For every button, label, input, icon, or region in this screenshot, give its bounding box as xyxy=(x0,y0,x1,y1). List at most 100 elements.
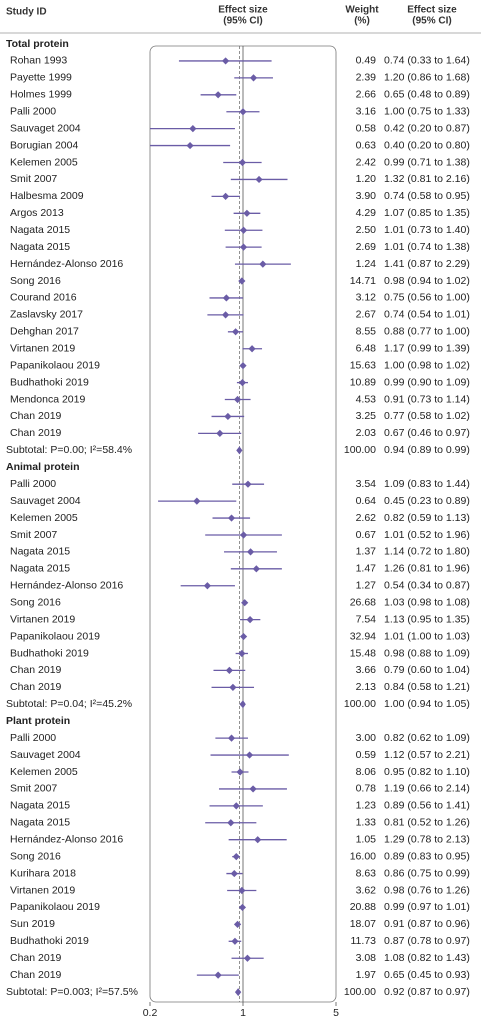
effect-label: 1.20 (0.86 to 1.68) xyxy=(384,72,470,84)
weight-label: 1.23 xyxy=(356,800,377,812)
header-weight: (%) xyxy=(354,16,370,27)
effect-label: 0.79 (0.60 to 1.04) xyxy=(384,664,470,676)
effect-label: 0.74 (0.33 to 1.64) xyxy=(384,55,470,67)
header-effect: Effect size xyxy=(407,5,457,16)
effect-marker xyxy=(222,57,230,65)
study-label: Zaslavsky 2017 xyxy=(10,309,83,321)
header-weight: Weight xyxy=(345,5,379,16)
effect-marker xyxy=(189,125,197,133)
effect-marker xyxy=(245,751,254,759)
weight-label: 3.62 xyxy=(356,884,377,896)
effect-label: 1.12 (0.57 to 2.21) xyxy=(384,749,470,761)
study-label: Song 2016 xyxy=(10,275,61,287)
effect-marker xyxy=(241,599,249,607)
study-label: Sauvaget 2004 xyxy=(10,495,81,507)
effect-label: 0.82 (0.59 to 1.13) xyxy=(384,512,470,524)
weight-label: 1.97 xyxy=(356,969,377,981)
study-label: Nagata 2015 xyxy=(10,241,70,253)
effect-label: 0.98 (0.88 to 1.09) xyxy=(384,647,470,659)
study-label: Papanikolaou 2019 xyxy=(10,359,100,371)
effect-label: 0.42 (0.20 to 0.87) xyxy=(384,122,470,134)
effect-label: 0.77 (0.58 to 1.02) xyxy=(384,410,470,422)
effect-marker xyxy=(239,362,247,370)
study-label: Virtanen 2019 xyxy=(10,884,75,896)
effect-label: 1.09 (0.83 to 1.44) xyxy=(384,478,470,490)
study-label: Virtanen 2019 xyxy=(10,613,75,625)
weight-label: 0.49 xyxy=(356,55,377,67)
effect-label: 0.99 (0.97 to 1.01) xyxy=(384,901,470,913)
effect-marker xyxy=(238,903,247,912)
study-label: Argos 2013 xyxy=(10,207,64,219)
effect-marker xyxy=(244,480,252,488)
effect-marker xyxy=(239,226,248,234)
effect-label: 1.26 (0.81 to 1.96) xyxy=(384,563,470,575)
subtotal-label: Subtotal: P=0.003; I²=57.5% xyxy=(6,986,138,998)
effect-marker xyxy=(224,412,232,421)
effect-marker xyxy=(232,802,240,810)
effect-marker xyxy=(255,175,263,184)
study-label: Kelemen 2005 xyxy=(10,766,78,778)
effect-marker xyxy=(193,497,201,505)
study-label: Mendonca 2019 xyxy=(10,393,85,405)
study-label: Kelemen 2005 xyxy=(10,512,78,524)
effect-marker xyxy=(233,920,242,928)
effect-marker xyxy=(229,683,237,691)
study-label: Kurihara 2018 xyxy=(10,867,76,879)
weight-label: 8.06 xyxy=(356,766,377,778)
effect-label: 1.17 (0.99 to 1.39) xyxy=(384,343,470,355)
weight-label: 1.20 xyxy=(356,173,377,185)
effect-marker xyxy=(227,734,236,742)
study-label: Nagata 2015 xyxy=(10,817,70,829)
effect-label: 0.87 (0.78 to 0.97) xyxy=(384,935,470,947)
study-label: Chan 2019 xyxy=(10,952,62,964)
effect-label: 1.14 (0.72 to 1.80) xyxy=(384,546,470,558)
effect-marker xyxy=(214,91,222,99)
weight-label: 1.47 xyxy=(356,563,377,575)
study-label: Borugian 2004 xyxy=(10,139,78,151)
study-label: Chan 2019 xyxy=(10,969,62,981)
weight-label: 3.00 xyxy=(356,732,377,744)
weight-label: 10.89 xyxy=(350,376,376,388)
weight-label: 11.73 xyxy=(351,935,377,947)
weight-label: 0.59 xyxy=(356,749,377,761)
weight-label: 1.05 xyxy=(356,833,377,845)
effect-label: 0.89 (0.56 to 1.41) xyxy=(384,800,470,812)
effect-label: 0.86 (0.75 to 0.99) xyxy=(384,867,470,879)
effect-marker xyxy=(252,565,260,573)
weight-label: 1.33 xyxy=(356,817,377,829)
effect-marker xyxy=(238,277,246,285)
effect-marker xyxy=(238,886,246,895)
effect-marker xyxy=(233,395,242,404)
weight-label: 1.27 xyxy=(356,580,377,592)
study-label: Halbesma 2009 xyxy=(10,190,84,202)
weight-label: 2.69 xyxy=(356,241,377,253)
weight-label: 2.66 xyxy=(356,89,377,101)
effect-marker xyxy=(249,74,258,82)
effect-marker xyxy=(225,666,233,675)
effect-marker xyxy=(222,294,230,302)
header-study: Study ID xyxy=(6,7,47,18)
subtotal-label: Subtotal: P=0.04; I²=45.2% xyxy=(6,698,132,710)
effect-marker xyxy=(203,582,211,590)
study-label: Hernández-Alonso 2016 xyxy=(10,833,123,845)
effect-marker xyxy=(222,192,230,200)
effect-marker xyxy=(239,632,248,641)
weight-label: 14.71 xyxy=(350,275,376,287)
subtotal-weight: 100.00 xyxy=(344,986,376,998)
weight-label: 2.50 xyxy=(356,224,377,236)
study-label: Palli 2000 xyxy=(10,478,56,490)
weight-label: 3.12 xyxy=(356,292,377,304)
weight-label: 20.88 xyxy=(350,901,376,913)
effect-label: 0.91 (0.73 to 1.14) xyxy=(384,393,470,405)
weight-label: 2.03 xyxy=(356,427,377,439)
subtotal-diamond xyxy=(236,446,243,455)
effect-marker xyxy=(259,260,267,268)
effect-label: 0.67 (0.46 to 0.97) xyxy=(384,427,470,439)
weight-label: 1.24 xyxy=(356,258,377,270)
subtotal-diamond xyxy=(239,700,246,709)
study-label: Payette 1999 xyxy=(10,72,72,84)
subtotal-label: Subtotal: P=0.00; I²=58.4% xyxy=(6,444,132,456)
weight-label: 16.00 xyxy=(350,850,376,862)
effect-label: 0.99 (0.71 to 1.38) xyxy=(384,156,470,168)
